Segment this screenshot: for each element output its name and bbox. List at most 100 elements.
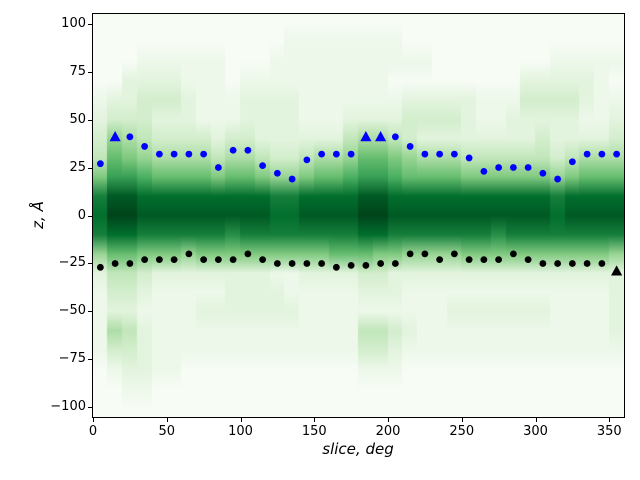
series-1-dot-marker xyxy=(170,256,178,264)
y-tick-label-7: 75 xyxy=(69,63,86,79)
series-0-dot-marker xyxy=(583,150,591,158)
series-1-dot-marker xyxy=(509,250,517,258)
y-tick-4 xyxy=(88,215,92,217)
series-1-dot-marker xyxy=(141,256,149,264)
x-tick-label-5: 250 xyxy=(449,424,475,439)
y-tick-1 xyxy=(88,359,92,361)
series-0-dot-marker xyxy=(273,169,281,177)
series-1-dot-marker xyxy=(568,260,576,267)
x-tick-4 xyxy=(388,418,389,422)
series-0-dot-marker xyxy=(185,150,193,158)
scatter-marker-layer xyxy=(96,131,623,276)
y-tick-label-3: −25 xyxy=(58,255,86,271)
series-0-dot-marker xyxy=(568,158,576,166)
series-0-dot-marker xyxy=(318,150,326,158)
series-0-dot-marker xyxy=(229,146,237,154)
x-tick-2 xyxy=(240,418,242,422)
series-0-dot-marker xyxy=(391,133,399,141)
series-1-dot-marker xyxy=(229,256,237,264)
series-0-dot-marker xyxy=(288,175,296,183)
series-0-dot-marker xyxy=(539,169,547,177)
heatmap-image xyxy=(93,14,624,417)
series-1-dot-marker xyxy=(200,256,208,264)
series-0-dot-marker xyxy=(214,164,222,171)
series-0-dot-marker xyxy=(259,162,267,170)
series-1-dot-marker xyxy=(495,256,503,264)
y-tick-label-1: −75 xyxy=(58,351,86,367)
series-0-triangle-marker xyxy=(109,131,121,142)
series-1-dot-marker xyxy=(377,260,385,267)
series-0-dot-marker xyxy=(613,150,621,158)
y-tick-label-5: 25 xyxy=(69,159,86,175)
series-1-dot-marker xyxy=(155,256,163,264)
series-1-dot-marker xyxy=(406,250,414,258)
series-1-dot-marker xyxy=(598,260,606,267)
series-1-dot-marker xyxy=(347,261,355,269)
series-0-dot-marker xyxy=(495,164,503,171)
x-tick-label-6: 300 xyxy=(523,424,548,439)
y-tick-label-4: 0 xyxy=(77,207,86,223)
series-1-dot-marker xyxy=(583,260,591,267)
series-0-dot-marker xyxy=(598,150,606,158)
series-1-dot-marker xyxy=(362,261,370,269)
series-0-dot-marker xyxy=(509,164,517,171)
y-tick-label-8: 100 xyxy=(61,15,86,31)
series-1-dot-marker xyxy=(273,260,281,267)
series-1-dot-marker xyxy=(524,256,532,264)
series-1-dot-marker xyxy=(185,250,193,258)
series-1-dot-marker xyxy=(436,256,444,264)
x-tick-label-0: 0 xyxy=(88,424,98,439)
y-tick-2 xyxy=(88,311,92,313)
x-tick-6 xyxy=(535,418,537,422)
y-tick-8 xyxy=(88,23,92,25)
series-1-dot-marker xyxy=(126,260,134,267)
y-tick-3 xyxy=(88,263,92,265)
series-0-dot-marker xyxy=(200,150,208,158)
series-1-triangle-marker xyxy=(611,265,623,276)
series-0-dot-marker xyxy=(96,160,104,168)
series-0-dot-marker xyxy=(480,167,488,175)
plot-area xyxy=(92,13,625,418)
series-0-dot-marker xyxy=(436,150,444,158)
series-1-dot-marker xyxy=(465,256,473,264)
series-0-dot-marker xyxy=(332,150,340,158)
series-1-dot-marker xyxy=(96,263,104,271)
y-tick-7 xyxy=(88,71,92,73)
x-tick-7 xyxy=(609,418,611,422)
series-1-dot-marker xyxy=(288,260,296,267)
series-0-dot-marker xyxy=(155,150,163,158)
y-tick-0 xyxy=(88,407,92,409)
series-1-dot-marker xyxy=(214,256,222,264)
x-tick-3 xyxy=(314,418,316,422)
series-1-dot-marker xyxy=(554,260,562,267)
x-tick-label-1: 50 xyxy=(158,424,176,439)
series-0-dot-marker xyxy=(347,150,355,158)
x-tick-label-3: 150 xyxy=(301,424,327,439)
series-0-dot-marker xyxy=(465,154,473,162)
series-1-dot-marker xyxy=(450,250,458,258)
series-0-dot-marker xyxy=(141,143,149,150)
y-tick-label-0: −100 xyxy=(50,399,86,415)
series-0-triangle-marker xyxy=(360,131,372,142)
series-0-dot-marker xyxy=(244,146,252,154)
y-tick-label-2: −50 xyxy=(58,303,86,319)
series-0-dot-marker xyxy=(406,143,414,150)
series-0-dot-marker xyxy=(421,150,429,158)
series-0-triangle-marker xyxy=(375,131,387,142)
series-1-dot-marker xyxy=(391,260,399,267)
series-1-dot-marker xyxy=(303,260,311,267)
x-axis-label: slice, deg xyxy=(322,440,394,458)
series-1-dot-marker xyxy=(111,260,119,267)
y-tick-label-6: 50 xyxy=(69,111,86,127)
x-tick-0 xyxy=(93,418,94,422)
x-tick-label-4: 200 xyxy=(375,424,401,439)
x-tick-1 xyxy=(166,418,168,422)
series-1-dot-marker xyxy=(539,260,547,267)
series-0-dot-marker xyxy=(450,150,458,158)
y-tick-6 xyxy=(88,119,92,121)
series-0-dot-marker xyxy=(303,156,311,164)
y-tick-5 xyxy=(88,167,92,169)
series-1-dot-marker xyxy=(318,260,326,267)
x-tick-5 xyxy=(461,418,463,422)
